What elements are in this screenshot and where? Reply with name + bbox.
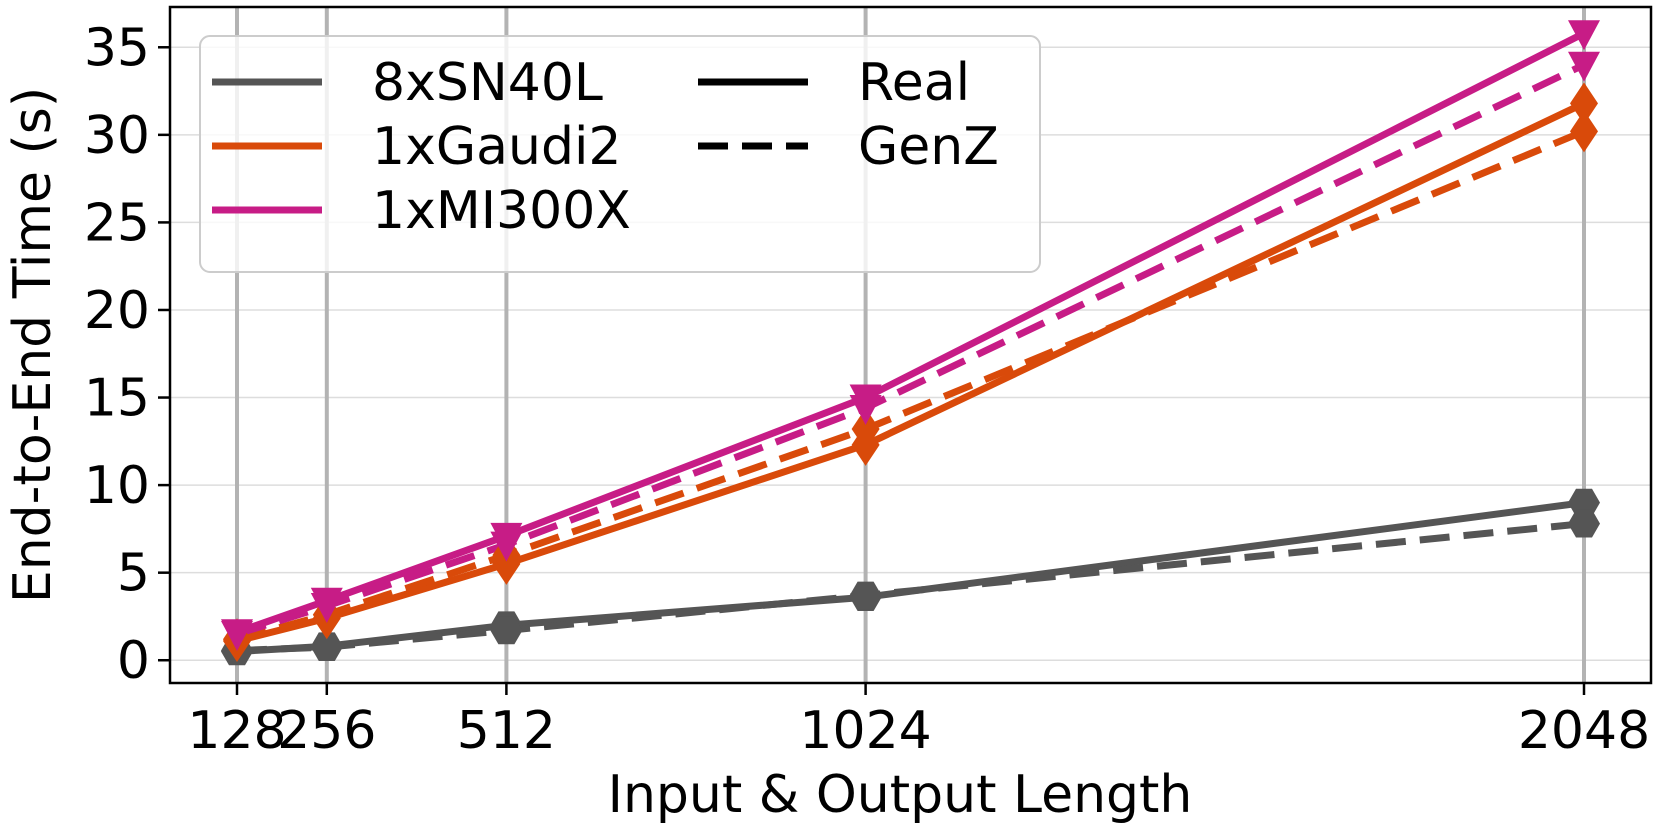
y-tick-label: 30 [84, 106, 150, 166]
series-line-8xsn40l-real [236, 499, 1585, 655]
x-tick-label: 128 [187, 701, 286, 761]
diamond-marker-1xgaudi2-genz [1570, 110, 1598, 153]
y-tick-label: 0 [117, 631, 150, 691]
hexagon-marker-8xsn40l-real [1568, 488, 1600, 517]
y-axis-ticks: 0 5 10 15 20 25 30 35 [84, 18, 170, 691]
x-tick-label: 2048 [1518, 701, 1650, 761]
x-tick-label: 256 [277, 701, 376, 761]
legend-label-style: Real [858, 53, 970, 113]
legend-label-device: 8xSN40L [372, 53, 603, 113]
y-tick-label: 25 [84, 193, 150, 253]
triangle-down-marker-1xmi300x-genz [310, 592, 343, 623]
hexagon-marker-8xsn40l-genz [1568, 509, 1600, 538]
y-tick-label: 10 [84, 456, 150, 516]
plot-frame [168, 5, 1653, 685]
y-tick-label: 5 [117, 544, 150, 604]
triangle-down-marker-1xmi300x-genz [1568, 51, 1600, 82]
diamond-marker-1xgaudi2-genz [851, 408, 880, 451]
hexagon-marker-8xsn40l-genz [310, 633, 343, 661]
diamond-marker-1xgaudi2-real [1570, 82, 1598, 125]
hexagon-marker-8xsn40l-genz [490, 616, 523, 645]
triangle-down-marker-1xmi300x-genz [221, 620, 253, 651]
y-tick-label: 20 [84, 281, 150, 341]
legend-label-device: 1xMI300X [372, 181, 631, 241]
legend-label-style: GenZ [858, 117, 999, 177]
x-axis-label: Input & Output Length [608, 765, 1193, 825]
triangle-down-marker-1xmi300x-genz [490, 531, 523, 562]
triangle-down-marker-1xmi300x-genz [849, 395, 882, 426]
y-tick-label: 35 [84, 18, 150, 78]
y-axis-label: End-to-End Time (s) [3, 87, 63, 603]
hexagon-marker-8xsn40l-genz [849, 581, 882, 610]
legend-label-device: 1xGaudi2 [372, 117, 622, 177]
triangle-down-marker-1xmi300x-real [1568, 20, 1600, 51]
legend-box [199, 35, 1041, 273]
x-tick-label: 1024 [799, 701, 931, 761]
y-tick-label: 15 [84, 369, 150, 429]
x-tick-label: 512 [457, 701, 556, 761]
series-markers [221, 20, 1600, 666]
